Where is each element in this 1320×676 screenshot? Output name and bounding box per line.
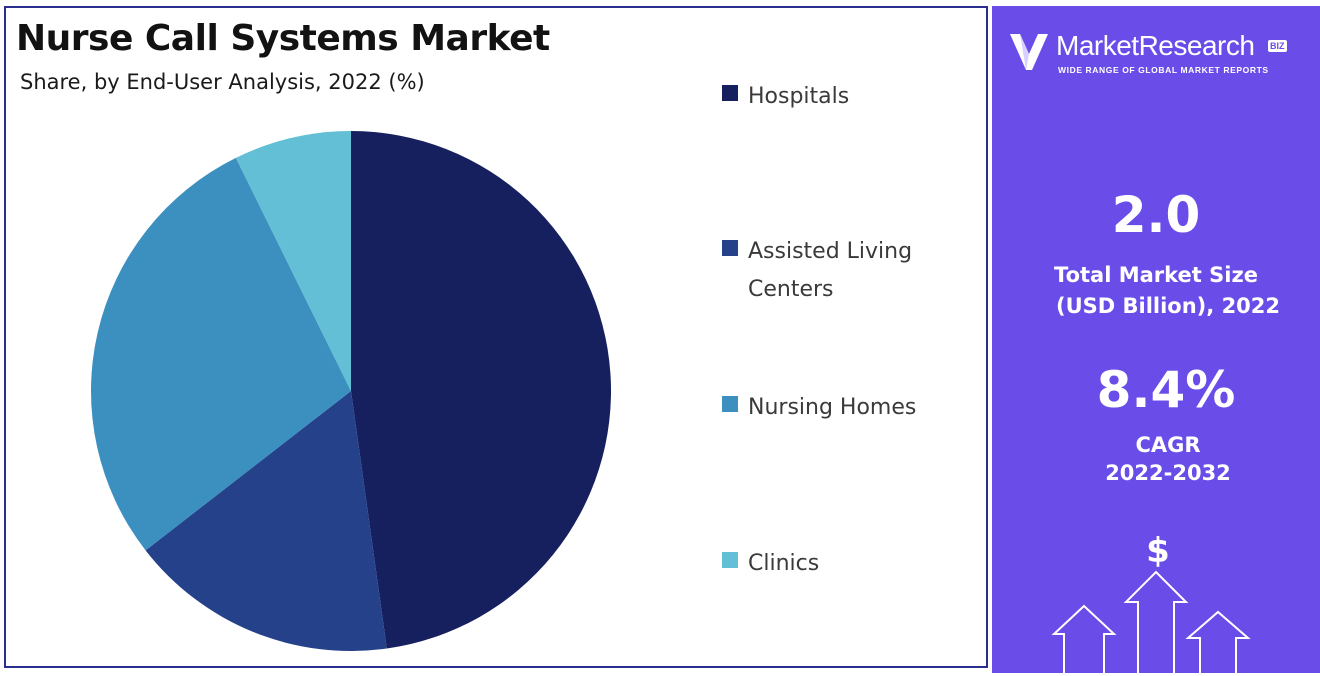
pie-slice-nursing-homes — [90, 157, 351, 551]
pie-slice-assisted-living — [145, 391, 387, 652]
cagr-label: CAGR — [1135, 433, 1201, 457]
logo-badge: BIZ — [1268, 40, 1287, 52]
pie-chart — [90, 131, 612, 652]
legend-swatch-hospitals — [722, 85, 738, 101]
dollar-sign-icon: $ — [1146, 531, 1170, 571]
chart-title: Nurse Call Systems Market — [16, 18, 550, 59]
legend-label-clinics: Clinics — [748, 551, 820, 576]
legend-label-assisted-living: Assisted Living Centers — [748, 239, 913, 302]
market-size-label-line2: (USD Billion), 2022 — [1055, 294, 1281, 318]
cagr-period: 2022-2032 — [1105, 461, 1231, 485]
legend-item-nursing-homes: Nursing Homes — [722, 389, 958, 427]
chart-panel: Nurse Call Systems Market Share, by End-… — [4, 6, 988, 668]
legend-item-clinics: Clinics — [722, 545, 958, 583]
logo-name: MarketResearch — [1056, 30, 1255, 61]
cagr-value: 8.4% — [1096, 361, 1236, 419]
legend-swatch-assisted-living — [722, 240, 738, 256]
market-size-label-line1: Total Market Size — [1054, 263, 1258, 287]
legend-label-nursing-homes: Nursing Homes — [748, 395, 917, 420]
legend-item-assisted-living: Assisted Living Centers — [722, 233, 958, 309]
pie-slice-hospitals — [351, 131, 612, 649]
info-panel: MarketResearch BIZ WIDE RANGE OF GLOBAL … — [992, 6, 1320, 676]
legend-item-hospitals: Hospitals — [722, 78, 958, 116]
logo-mark-icon — [1010, 34, 1048, 70]
logo-tagline: WIDE RANGE OF GLOBAL MARKET REPORTS — [1058, 65, 1269, 75]
chart-subtitle: Share, by End-User Analysis, 2022 (%) — [20, 70, 425, 94]
pie-slice-clinics — [235, 131, 351, 391]
market-size-value: 2.0 — [1111, 186, 1201, 244]
brand-logo: MarketResearch BIZ WIDE RANGE OF GLOBAL … — [1008, 28, 1308, 88]
legend-label-hospitals: Hospitals — [748, 84, 850, 109]
dollar-growth-arrows-icon: $ — [1051, 531, 1251, 676]
legend-swatch-nursing-homes — [722, 396, 738, 412]
legend-swatch-clinics — [722, 552, 738, 568]
